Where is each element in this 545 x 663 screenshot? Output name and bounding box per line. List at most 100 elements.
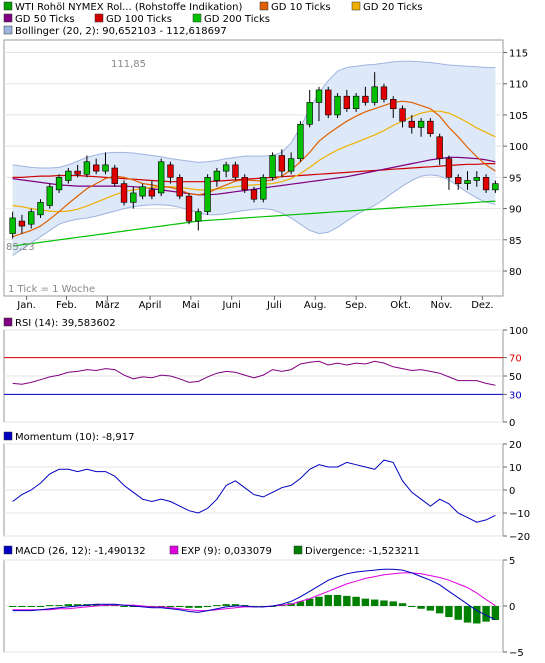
- candle-body: [362, 95, 369, 103]
- legend-label-bollinger: Bollinger (20, 2): 90,652103 - 112,61869…: [15, 26, 227, 37]
- divergence-bar: [454, 606, 462, 620]
- candle-body: [297, 123, 304, 159]
- divergence-bar: [120, 606, 128, 607]
- month-label: Feb.: [56, 300, 77, 311]
- divergence-bar: [426, 606, 435, 611]
- candle-body: [37, 202, 44, 216]
- candle-body: [176, 177, 183, 197]
- legend-swatch-gd10: [259, 1, 269, 11]
- candle-body: [120, 183, 128, 203]
- candle-body: [241, 177, 248, 191]
- divergence-bar: [352, 596, 360, 606]
- divergence-bar: [18, 606, 26, 607]
- month-label: Nov.: [431, 300, 453, 311]
- month-label: Sep.: [345, 300, 367, 311]
- candle-body: [195, 211, 202, 222]
- macd-panel: MACD (26, 12): -1,490132 EXP (9): 0,0330…: [3, 545, 524, 659]
- bollinger-band: [12, 61, 496, 256]
- divergence-bar: [92, 604, 100, 606]
- month-label: Aug.: [304, 300, 327, 311]
- divergence-bar: [203, 606, 212, 607]
- divergence-bar: [315, 596, 323, 606]
- legend-label-gd100: GD 100 Ticks: [106, 14, 172, 25]
- month-label: Dez.: [471, 300, 493, 311]
- exp-legend: EXP (9): 0,033079: [181, 546, 272, 557]
- candle-body: [260, 177, 267, 200]
- candle-body: [102, 164, 109, 172]
- legend-swatch-price: [3, 1, 13, 11]
- month-label: April: [139, 300, 162, 311]
- month-label: Jan.: [16, 300, 36, 311]
- divergence-bar: [194, 606, 203, 608]
- candle-body: [74, 170, 81, 175]
- candle-body: [269, 155, 276, 178]
- rsi-swatch: [3, 317, 13, 327]
- rsi-line: [12, 360, 496, 386]
- month-label: März: [95, 300, 119, 311]
- divergence-legend: Divergence: -1,523211: [305, 546, 420, 557]
- divergence-bar: [46, 605, 54, 607]
- price-panel: 80 85 90 95 100 105 110 115 Jan. Feb. März April Ma…: [3, 39, 528, 311]
- divergence-bar: [361, 598, 370, 606]
- divergence-bar: [324, 594, 332, 606]
- candle-body: [455, 177, 462, 184]
- divergence-swatch: [293, 545, 303, 555]
- month-label: Juli: [266, 300, 282, 311]
- y-tick-label: 0: [509, 602, 515, 613]
- gd200-line: [12, 200, 496, 247]
- y-tick-label: 105: [509, 111, 528, 122]
- y-tick-label: 5: [509, 556, 515, 567]
- candle-body: [65, 170, 72, 181]
- gd10-line: [12, 100, 496, 238]
- price-y-axis: 80 85 90 95 100 105 110 115: [503, 48, 528, 278]
- bollinger-upper-line: [12, 60, 496, 169]
- candle-body: [427, 120, 434, 134]
- candle-body: [222, 164, 230, 172]
- divergence-bar: [36, 606, 45, 607]
- candle-body: [93, 164, 100, 172]
- momentum-legend: Momentum (10): -8,917: [15, 432, 134, 443]
- gd100-line: [12, 163, 496, 183]
- legend-label-gd50: GD 50 Ticks: [15, 14, 75, 25]
- candle-body: [232, 164, 239, 178]
- legend-label-price: WTI Rohöl NYMEX Rol... (Rohstoffe Indika…: [15, 2, 242, 13]
- divergence-bar: [176, 606, 184, 607]
- gd20-line: [12, 110, 496, 213]
- month-label: Okt.: [390, 300, 411, 311]
- divergence-bar: [333, 594, 342, 606]
- momentum-swatch: [3, 431, 13, 441]
- y-tick-label: 30: [509, 390, 522, 401]
- y-tick-label: 95: [509, 173, 522, 184]
- divergence-bar: [305, 598, 314, 606]
- legend-swatch-bollinger: [3, 25, 13, 35]
- candle-body: [352, 95, 360, 109]
- y-tick-label: 80: [509, 267, 522, 278]
- legend-swatch-gd200: [192, 13, 202, 23]
- candle-body: [445, 158, 453, 178]
- y-tick-label: 110: [509, 80, 528, 91]
- divergence-bar: [296, 601, 305, 606]
- candle-body: [204, 177, 211, 213]
- legend-label-gd20: GD 20 Ticks: [363, 2, 423, 13]
- candle-body: [139, 186, 146, 197]
- y-tick-label: 10: [509, 463, 522, 474]
- candle-body: [473, 177, 480, 181]
- momentum-y-axis: −20 −10 0 10 20: [503, 440, 530, 543]
- divergence-bar: [27, 606, 35, 607]
- momentum-grid: [4, 443, 503, 537]
- candle-body: [287, 158, 295, 172]
- exp-swatch: [169, 545, 179, 555]
- divergence-bar: [389, 601, 397, 606]
- candles: [9, 72, 499, 239]
- candle-body: [408, 120, 415, 128]
- divergence-bars: [8, 594, 500, 624]
- y-tick-label: 100: [509, 142, 528, 153]
- divergence-bar: [166, 606, 175, 607]
- divergence-bar: [435, 606, 444, 614]
- y-tick-label: 0: [509, 418, 515, 429]
- divergence-bar: [55, 605, 63, 607]
- y-tick-label: 115: [509, 48, 528, 59]
- candle-body: [83, 161, 91, 175]
- divergence-bar: [482, 606, 490, 622]
